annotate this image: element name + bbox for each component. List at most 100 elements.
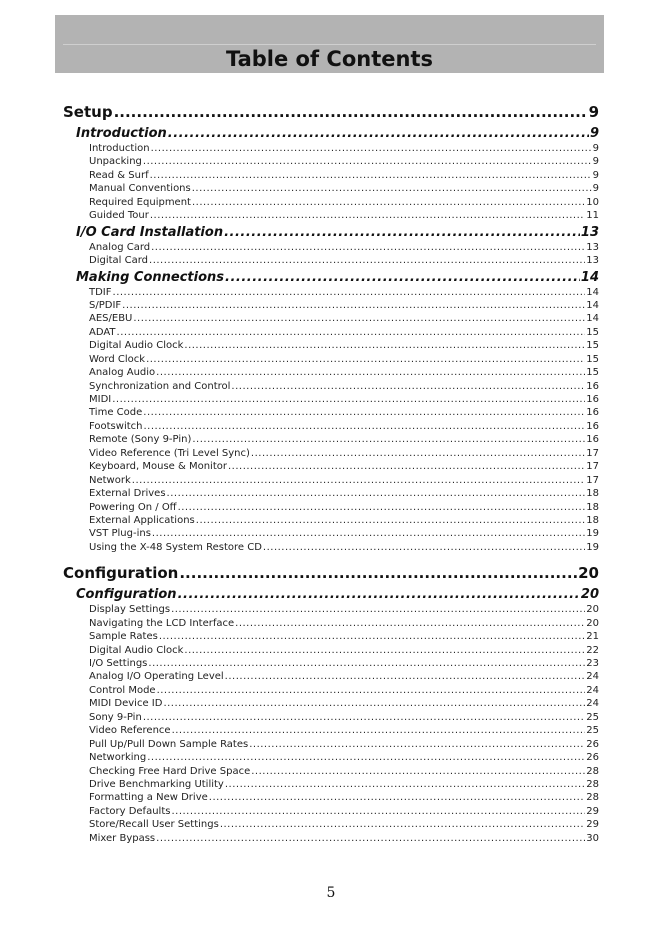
toc-entry[interactable]: Time Code 16 [63, 406, 599, 419]
toc-entry[interactable]: Introduction 9 [63, 142, 599, 155]
toc-entry[interactable]: Digital Card 13 [63, 254, 599, 267]
toc-entry[interactable]: S/PDIF 14 [63, 299, 599, 312]
toc-section[interactable]: I/O Card Installation 13 [63, 224, 599, 241]
dot-leader [184, 339, 585, 352]
dot-leader [156, 832, 585, 845]
entry-label: Analog Audio [89, 367, 156, 379]
toc-entry[interactable]: Navigating the LCD Interface 20 [63, 617, 599, 630]
entry-page-number: 19 [586, 541, 599, 553]
toc-entry[interactable]: Control Mode 24 [63, 684, 599, 697]
dot-leader [220, 818, 585, 831]
entry-label: Analog Card [89, 241, 151, 253]
entry-label: Manual Conventions [89, 183, 191, 195]
toc-entry[interactable]: Required Equipment 10 [63, 196, 599, 209]
entry-label: Factory Defaults [89, 805, 171, 817]
entry-page-number: 20 [586, 617, 599, 629]
toc-entry[interactable]: Analog Card 13 [63, 241, 599, 254]
entry-label: TDIF [89, 286, 112, 298]
toc-entry[interactable]: Store/Recall User Settings 29 [63, 818, 599, 831]
dot-leader [231, 380, 585, 393]
entry-page-number: 24 [586, 684, 599, 696]
toc-entry[interactable]: Synchronization and Control 16 [63, 380, 599, 393]
toc-entry[interactable]: MIDI 16 [63, 393, 599, 406]
entry-page-number: 20 [580, 587, 599, 603]
toc-entry[interactable]: Unpacking 9 [63, 155, 599, 168]
entry-label: Word Clock [89, 353, 146, 365]
toc-entry[interactable]: Sample Rates 21 [63, 630, 599, 643]
entry-page-number: 28 [586, 778, 599, 790]
dot-leader [147, 751, 585, 764]
dot-leader [149, 254, 585, 267]
title-banner: Table of Contents [55, 15, 604, 73]
toc-entry[interactable]: Factory Defaults 29 [63, 805, 599, 818]
entry-page-number: 16 [586, 394, 599, 405]
dot-leader [225, 670, 586, 683]
entry-label: Introduction [89, 143, 150, 154]
entry-page-number: 16 [586, 434, 599, 446]
toc-entry[interactable]: Manual Conventions 9 [63, 182, 599, 195]
toc-entry[interactable]: Mixer Bypass 30 [63, 832, 599, 845]
toc-entry[interactable]: Networking 26 [63, 751, 599, 764]
toc-entry[interactable]: Sony 9-Pin 25 [63, 711, 599, 724]
dot-leader [117, 326, 586, 339]
entry-label: Keyboard, Mouse & Monitor [89, 461, 227, 473]
dot-leader [171, 805, 585, 818]
toc-entry[interactable]: Analog I/O Operating Level 24 [63, 670, 599, 683]
toc-entry[interactable]: Read & Surf 9 [63, 169, 599, 182]
toc-entry[interactable]: Using the X-48 System Restore CD 19 [63, 541, 599, 554]
toc-section[interactable]: Configuration 20 [63, 586, 599, 603]
toc-entry[interactable]: Keyboard, Mouse & Monitor 17 [63, 460, 599, 473]
entry-page-number: 15 [586, 340, 599, 352]
toc-entry[interactable]: Digital Audio Clock 15 [63, 339, 599, 352]
toc-entry[interactable]: Video Reference (Tri Level Sync) 17 [63, 447, 599, 460]
entry-label: Store/Recall User Settings [89, 819, 219, 831]
toc-entry[interactable]: External Applications 18 [63, 514, 599, 527]
entry-label: VST Plug-ins [89, 528, 151, 540]
toc-entry[interactable]: Drive Benchmarking Utility 28 [63, 778, 599, 791]
toc-entry[interactable]: Network 17 [63, 474, 599, 487]
entry-page-number: 22 [586, 644, 599, 656]
entry-page-number: 15 [586, 326, 599, 338]
toc-entry[interactable]: MIDI Device ID 24 [63, 697, 599, 710]
entry-page-number: 14 [580, 269, 599, 285]
entry-label: Making Connections [76, 269, 224, 285]
toc-entry[interactable]: Powering On / Off 18 [63, 501, 599, 514]
toc-entry[interactable]: Guided Tour 11 [63, 209, 599, 222]
dot-leader [132, 474, 586, 487]
entry-page-number: 17 [586, 474, 599, 486]
dot-leader [178, 586, 580, 603]
toc-entry[interactable]: Analog Audio 15 [63, 366, 599, 379]
toc-entry[interactable]: Footswitch 16 [63, 420, 599, 433]
page-number: 5 [326, 885, 336, 901]
toc-section[interactable]: Making Connections 14 [63, 269, 599, 286]
entry-page-number: 24 [586, 698, 599, 710]
dot-leader [151, 142, 592, 155]
entry-label: MIDI Device ID [89, 698, 163, 710]
toc-entry[interactable]: I/O Settings 23 [63, 657, 599, 670]
dot-leader [143, 711, 585, 724]
toc-entry[interactable]: Digital Audio Clock 22 [63, 644, 599, 657]
toc-entry[interactable]: External Drives 18 [63, 487, 599, 500]
toc-entry[interactable]: Checking Free Hard Drive Space 28 [63, 765, 599, 778]
entry-page-number: 9 [592, 183, 599, 195]
dot-leader [192, 196, 585, 209]
toc-section[interactable]: Introduction 9 [63, 125, 599, 142]
entry-label: I/O Card Installation [76, 224, 224, 240]
toc-entry[interactable]: Video Reference 25 [63, 724, 599, 737]
toc-entry[interactable]: ADAT 15 [63, 326, 599, 339]
toc-entry[interactable]: TDIF 14 [63, 286, 599, 299]
toc-entry[interactable]: Pull Up/Pull Down Sample Rates 26 [63, 738, 599, 751]
toc-entry[interactable]: VST Plug-ins 19 [63, 527, 599, 540]
toc-chapter[interactable]: Configuration 20 [63, 561, 599, 585]
toc-chapter[interactable]: Setup 9 [63, 100, 599, 124]
dot-leader [224, 224, 580, 241]
dot-leader [228, 460, 585, 473]
entry-label: Control Mode [89, 684, 156, 696]
entry-label: S/PDIF [89, 299, 122, 311]
toc-entry[interactable]: Remote (Sony 9-Pin) 16 [63, 433, 599, 446]
toc-entry[interactable]: AES/EBU 14 [63, 312, 599, 325]
toc-entry[interactable]: Display Settings 20 [63, 603, 599, 616]
toc-entry[interactable]: Formatting a New Drive 28 [63, 791, 599, 804]
entry-page-number: 24 [586, 671, 599, 683]
toc-entry[interactable]: Word Clock 15 [63, 353, 599, 366]
